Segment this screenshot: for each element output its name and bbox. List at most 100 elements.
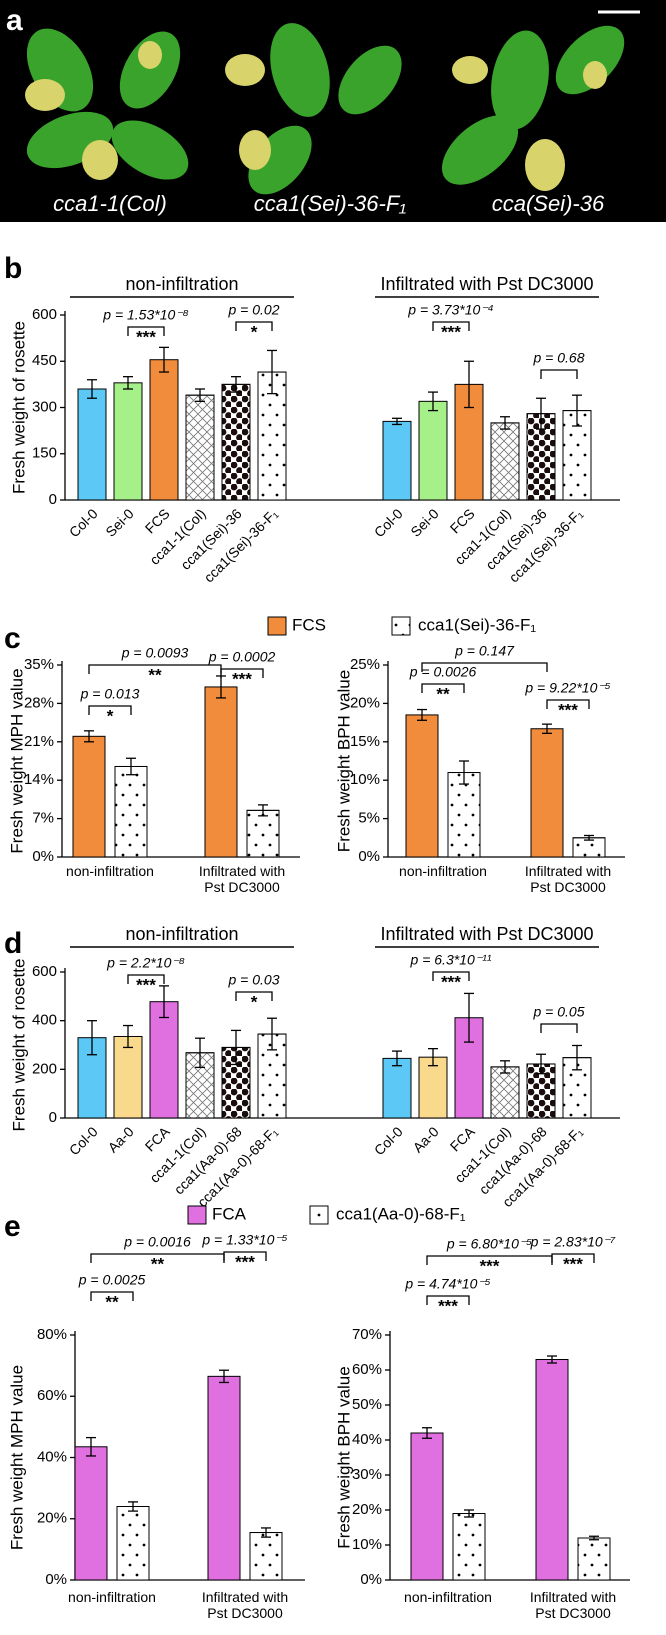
significance-bracket [421,683,465,693]
significance-stars: *** [441,322,461,341]
y-tick-label: 0 [49,1109,57,1126]
x-tick-label-line: non-infiltration [66,863,154,879]
x-tick-label: FCA [142,1123,174,1155]
bar [149,359,179,501]
y-tick-label: 600 [32,963,57,980]
p-value: p = 6.3*10⁻¹¹ [410,952,492,968]
bar-pattern [249,1532,283,1581]
x-tick-label: Infiltrated with Pst DC3000 [202,1589,288,1621]
y-tick-label: 0% [45,1571,67,1588]
significance-stars: *** [136,975,156,994]
x-tick-label: non-infiltration [68,1589,156,1605]
y-tick-label: 50% [352,1396,382,1413]
significance-stars: ** [436,684,450,703]
significance-stars: * [251,322,258,341]
bar-pattern [577,1537,611,1581]
bar [72,735,106,858]
bar [530,728,564,858]
y-tick-label: 35% [24,656,54,673]
y-tick-label: 600 [32,306,57,323]
p-value: p = 0.03 [228,972,280,988]
y-tick-label: 80% [37,1326,67,1343]
y-tick-label: 150 [32,445,57,462]
x-tick-label: Aa-0 [410,1123,442,1155]
y-tick-label: 20% [350,694,380,711]
bar-pattern [490,1066,520,1119]
y-tick-label: 60% [352,1361,382,1378]
y-tick-label: 0% [358,848,380,865]
x-tick-label-line: Infiltrated with [202,1589,288,1605]
y-tick-label: 40% [352,1431,382,1448]
p-value: p = 0.0093 [121,645,189,661]
p-value: p = 1.33*10⁻⁵ [201,1232,287,1248]
y-axis-label: Fresh weight BPH value [334,670,353,852]
significance-stars: ** [151,1254,165,1273]
legend-swatch [267,616,287,636]
p-value: p = 6.80*10⁻⁵ [446,1236,532,1252]
bar-pattern [490,422,520,501]
y-tick-label: 21% [24,733,54,750]
legend-swatch [187,1205,207,1225]
significance-stars: *** [232,669,252,688]
bar [405,714,439,858]
significance-stars: ** [148,665,162,684]
panel-label: a [6,4,23,37]
p-value: p = 0.0016 [123,1234,191,1250]
bar-pattern [185,1052,215,1119]
y-tick-label: 7% [32,810,54,827]
p-value: p = 0.147 [454,643,515,659]
x-tick-label-line: non-infiltration [68,1589,156,1605]
bar [410,1432,444,1581]
panel-label: c [4,622,21,655]
significance-stars: ** [105,1292,119,1311]
x-tick-label-line: Pst DC3000 [535,1605,611,1621]
bar [149,1001,179,1119]
y-tick-label: 0% [360,1571,382,1588]
significance-stars: *** [235,1252,255,1271]
x-tick-label: non-infiltration [404,1589,492,1605]
y-tick-label: 300 [32,398,57,415]
p-value: p = 0.013 [80,686,140,702]
x-tick-label: Infiltrated with Pst DC3000 [530,1589,616,1621]
significance-stars: * [251,992,258,1011]
p-value: p = 1.53*10⁻⁸ [102,307,188,323]
x-tick-label: non-infiltration [399,863,487,879]
x-tick-label-line: non-infiltration [404,1589,492,1605]
legend-label: cca1(Aa-0)-68-F₁ [336,1204,466,1223]
y-tick-label: 10% [352,1536,382,1553]
bar-pattern [114,765,148,858]
y-axis-label: Fresh weight MPH value [7,668,26,853]
legend-label: cca1(Sei)-36-F₁ [418,615,536,634]
y-tick-label: 70% [352,1326,382,1343]
significance-stars: *** [438,1296,458,1315]
x-tick-label-line: non-infiltration [399,863,487,879]
significance-stars: *** [558,700,578,719]
p-value: p = 0.0025 [78,1272,146,1288]
panel-label: d [4,927,22,960]
bar [74,1446,108,1581]
y-tick-label: 28% [24,694,54,711]
significance-bracket [540,1023,578,1033]
p-value: p = 2.2*10⁻⁸ [106,955,185,971]
significance-bracket [421,662,548,672]
significance-bracket [426,1295,470,1305]
p-value: p = 0.0002 [208,649,276,665]
y-axis-label: Fresh weight MPH value [7,1365,26,1550]
p-value: p = 0.05 [533,1004,585,1020]
x-tick-label: Sei-0 [407,505,442,540]
p-value: p = 0.02 [228,302,280,318]
x-tick-label-line: Infiltrated with [525,863,611,879]
group-title: non-infiltration [125,274,238,294]
y-tick-label: 40% [37,1448,67,1465]
p-value: p = 4.74*10⁻⁵ [404,1276,490,1292]
p-value: p = 3.73*10⁻⁴ [407,302,493,318]
bar-pattern [452,1513,486,1581]
bar [382,1057,412,1119]
x-tick-label: FCS [142,505,173,536]
significance-bracket [235,991,273,1001]
significance-stars: *** [441,972,461,991]
bar [418,400,448,501]
significance-bracket [432,971,470,981]
y-axis-label: Fresh weight BPH value [334,1366,353,1548]
bar [535,1359,569,1581]
